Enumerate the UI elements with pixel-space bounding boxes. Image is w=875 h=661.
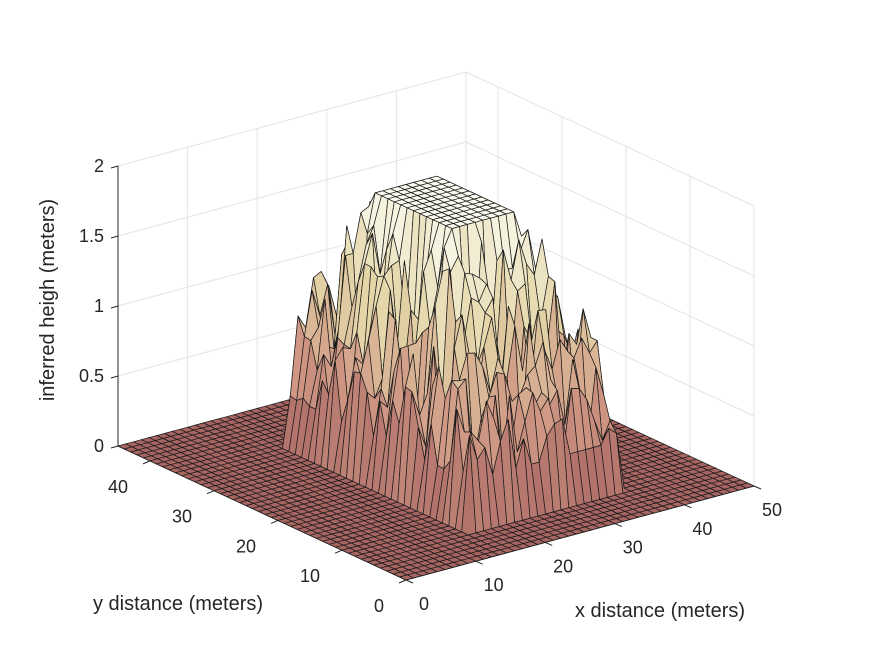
x-axis-label: x distance (meters) [575,600,745,622]
grid-line [117,141,467,237]
z-tick-label: 1.5 [79,226,104,246]
grid-line [465,141,755,277]
x-tick-mark [684,504,692,509]
surface-facet [399,574,415,581]
x-tick-mark [614,523,622,528]
x-tick-mark [753,485,762,490]
y-tick-mark [398,579,407,584]
y-tick-mark [334,549,343,554]
y-tick-label: 30 [172,507,192,527]
x-tick-label: 50 [762,500,782,520]
x-tick-label: 40 [692,519,712,539]
x-tick-mark [405,579,414,584]
y-tick-label: 20 [236,536,256,556]
z-tick-label: 2 [94,156,104,176]
surface-mesh [117,175,755,581]
z-tick-mark [110,235,119,239]
z-tick-mark [110,165,119,169]
z-tick-mark [110,445,119,449]
y-tick-mark [142,460,151,465]
y-tick-label: 40 [108,477,128,497]
x-tick-mark [545,541,553,546]
z-axis-label: inferred heigh (meters) [37,199,59,401]
tick-labels: 0 10 20 30 40 50 0 10 20 30 40 0 0.5 1 1.5 2 [79,156,782,616]
x-tick-label: 30 [623,538,643,558]
axis-labels: x distance (meters) y distance (meters) … [37,199,745,622]
y-axis-label: y distance (meters) [93,593,263,615]
z-tick-label: 1 [94,296,104,316]
z-tick-label: 0 [94,436,104,456]
x-tick-label: 20 [553,556,573,576]
z-tick-mark [110,305,119,309]
y-tick-label: 0 [374,596,384,616]
grid-line [117,71,467,167]
y-tick-mark [206,490,215,495]
z-tick-mark [110,375,119,379]
x-tick-label: 10 [484,575,504,595]
z-tick-label: 0.5 [79,366,104,386]
grid-line [465,71,755,207]
x-tick-label: 0 [419,594,429,614]
y-tick-label: 10 [300,566,320,586]
x-tick-mark [475,560,483,565]
y-tick-mark [270,519,279,524]
